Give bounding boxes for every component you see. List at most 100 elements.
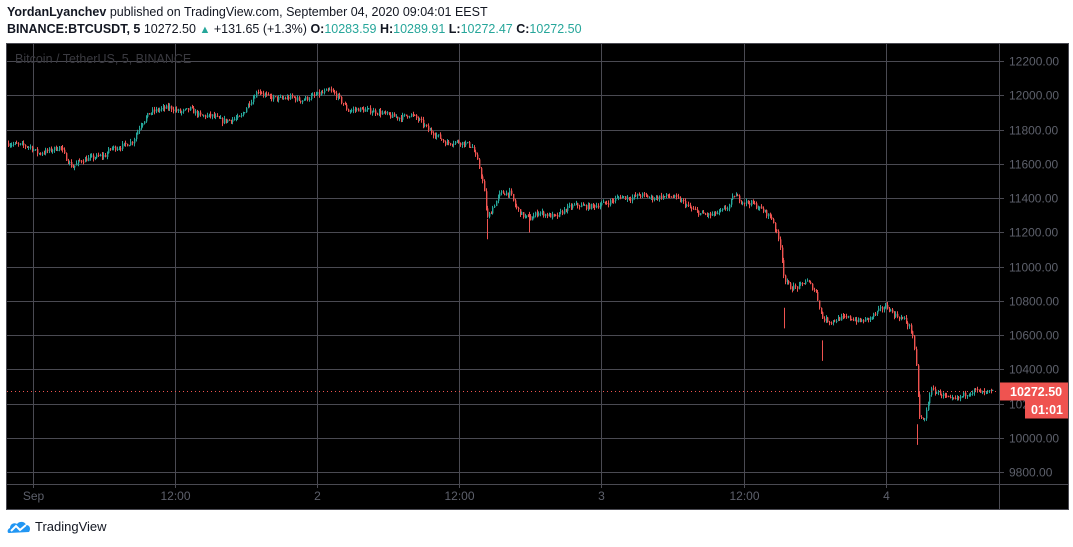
candle-body bbox=[382, 112, 384, 115]
candle-body bbox=[778, 231, 780, 240]
candle-body bbox=[263, 93, 265, 95]
candle-body bbox=[122, 143, 124, 149]
candle-body bbox=[787, 281, 789, 283]
candle-body bbox=[770, 213, 772, 217]
candle-body bbox=[940, 391, 942, 396]
candle-body bbox=[800, 282, 802, 285]
chart-canvas[interactable] bbox=[6, 43, 1069, 510]
candle-body bbox=[47, 149, 49, 151]
candle-body bbox=[28, 146, 30, 148]
candle-body bbox=[838, 317, 840, 321]
publish-line: YordanLyanchev published on TradingView.… bbox=[7, 4, 582, 21]
candle-body bbox=[503, 191, 505, 194]
candle-body bbox=[266, 93, 268, 95]
candle-body bbox=[562, 211, 564, 214]
candle-body bbox=[139, 128, 141, 132]
candle-body bbox=[537, 212, 539, 216]
candle-body bbox=[380, 110, 382, 115]
candle-body bbox=[231, 119, 233, 122]
candle-body bbox=[144, 121, 146, 124]
candle-body bbox=[923, 417, 925, 420]
candle-body bbox=[249, 103, 251, 105]
candle-body bbox=[30, 146, 32, 148]
candle-body bbox=[521, 212, 523, 215]
candle-body bbox=[273, 96, 275, 100]
candle-body bbox=[605, 201, 607, 204]
candle-body bbox=[236, 117, 238, 119]
candle-body bbox=[759, 206, 761, 209]
candle-body bbox=[151, 112, 153, 115]
candle-body bbox=[78, 160, 80, 164]
candle-body bbox=[753, 200, 755, 204]
candle-body bbox=[379, 110, 381, 115]
candle-body bbox=[885, 304, 887, 309]
candle-body bbox=[484, 180, 486, 192]
candle-body bbox=[407, 115, 409, 118]
candle-body bbox=[591, 203, 593, 209]
candle-body bbox=[90, 156, 92, 158]
candle-body bbox=[56, 146, 58, 151]
candle-body bbox=[829, 322, 831, 324]
candle-body bbox=[59, 146, 61, 150]
candle-body bbox=[409, 116, 411, 118]
candle-body bbox=[688, 204, 690, 206]
candle-body bbox=[311, 95, 313, 100]
candle-body bbox=[749, 203, 751, 206]
candle-body bbox=[906, 317, 908, 323]
candle-body bbox=[212, 114, 214, 117]
candle-body bbox=[433, 132, 435, 136]
candle-body bbox=[175, 109, 177, 111]
candle-body bbox=[525, 215, 527, 218]
y-axis-label: 11600.00 bbox=[1009, 158, 1058, 172]
candle-body bbox=[634, 195, 636, 198]
open-value: 10283.59 bbox=[324, 22, 377, 36]
candle-body bbox=[413, 114, 415, 116]
candle-body bbox=[224, 118, 226, 124]
close-value: 10272.50 bbox=[529, 22, 582, 36]
candle-body bbox=[816, 289, 818, 293]
x-axis-label: Sep bbox=[23, 489, 45, 503]
candle-body bbox=[491, 213, 493, 215]
candle-body bbox=[32, 146, 34, 151]
candle-body bbox=[178, 109, 180, 111]
candle-body bbox=[192, 107, 194, 109]
candle-body bbox=[219, 116, 221, 119]
candle-body bbox=[214, 114, 216, 117]
candle-body bbox=[248, 103, 250, 109]
candle-body bbox=[773, 219, 775, 223]
candle-body bbox=[127, 144, 129, 147]
candle-body bbox=[924, 418, 926, 420]
candle-body bbox=[132, 141, 134, 144]
candle-body bbox=[154, 109, 156, 112]
candle-body bbox=[304, 99, 306, 101]
candle-body bbox=[622, 196, 624, 199]
brand-name[interactable]: TradingView bbox=[35, 519, 107, 534]
candle-body bbox=[102, 155, 104, 157]
candle-body bbox=[394, 113, 396, 117]
candle-body bbox=[220, 118, 222, 120]
candle-body bbox=[855, 319, 857, 321]
author-name[interactable]: YordanLyanchev bbox=[7, 5, 107, 19]
candle-body bbox=[671, 196, 673, 198]
candle-body bbox=[91, 155, 93, 157]
candle-body bbox=[52, 150, 54, 152]
candle-body bbox=[681, 199, 683, 202]
candle-body bbox=[76, 163, 78, 166]
candle-body bbox=[290, 95, 292, 99]
candle-body bbox=[494, 205, 496, 208]
x-axis-label: 3 bbox=[598, 489, 605, 503]
candle-body bbox=[430, 129, 432, 131]
candle-body bbox=[863, 320, 865, 322]
candle-body bbox=[226, 118, 228, 123]
candle-body bbox=[462, 141, 464, 145]
ohlc-line: BINANCE:BTCUSDT, 5 10272.50 ▲ +131.65 (+… bbox=[7, 21, 582, 39]
candle-body bbox=[583, 204, 585, 206]
candle-body bbox=[586, 205, 588, 209]
candle-body bbox=[171, 106, 173, 110]
candle-body bbox=[54, 146, 56, 151]
candle-body bbox=[848, 316, 850, 318]
y-axis-label: 11000.00 bbox=[1009, 261, 1058, 275]
candle-body bbox=[535, 212, 537, 216]
candle-body bbox=[678, 196, 680, 198]
